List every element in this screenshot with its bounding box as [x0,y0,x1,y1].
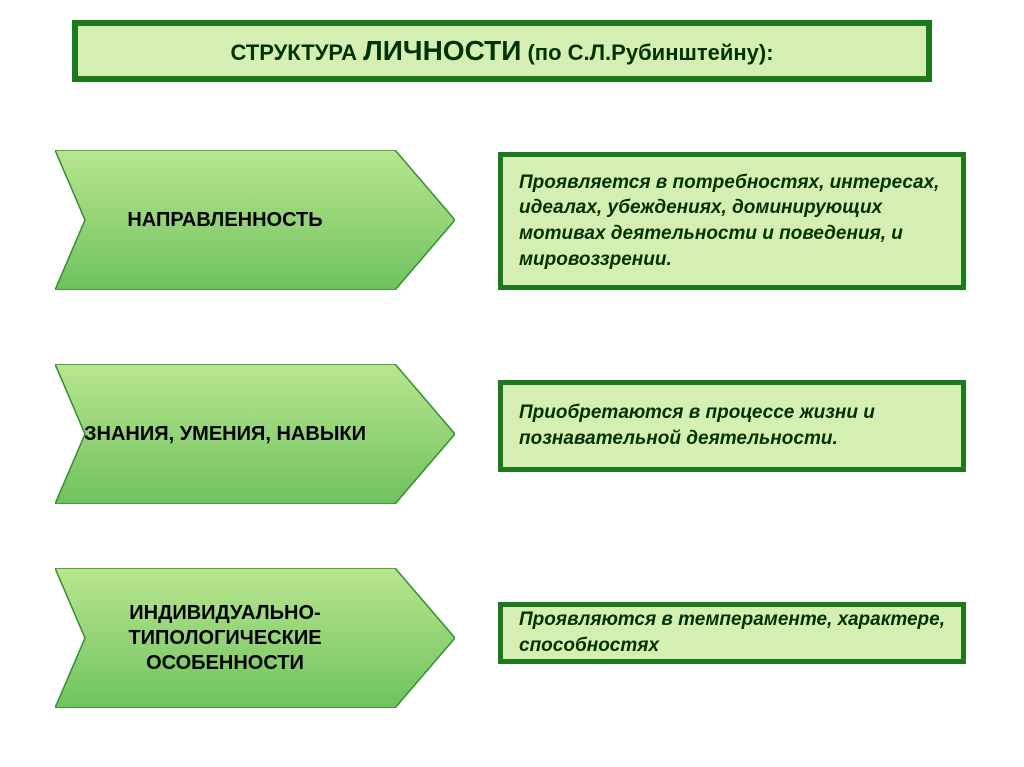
title-main: ЛИЧНОСТИ [363,35,521,66]
arrow-label-2: ИНДИВИДУАЛЬНО-ТИПОЛОГИЧЕСКИЕ ОСОБЕННОСТИ [55,568,395,708]
description-box-1: Приобретаются в процессе жизни и познава… [498,380,966,472]
diagram-title: СТРУКТУРА ЛИЧНОСТИ (по С.Л.Рубинштейну): [230,35,773,67]
title-pre: СТРУКТУРА [230,40,363,65]
arrow-label-1: ЗНАНИЯ, УМЕНИЯ, НАВЫКИ [55,364,395,504]
description-text-0: Проявляется в потребностях, интересах, и… [519,170,945,273]
arrow-label-0: НАПРАВЛЕННОСТЬ [55,150,395,290]
title-post: (по С.Л.Рубинштейну): [521,40,773,65]
description-box-2: Проявляются в темпераменте, характере, с… [498,602,966,664]
description-text-1: Приобретаются в процессе жизни и познава… [519,400,945,451]
description-box-0: Проявляется в потребностях, интересах, и… [498,152,966,290]
description-text-2: Проявляются в темпераменте, характере, с… [519,607,945,658]
arrow-row-1: ЗНАНИЯ, УМЕНИЯ, НАВЫКИ [55,364,455,504]
arrow-row-2: ИНДИВИДУАЛЬНО-ТИПОЛОГИЧЕСКИЕ ОСОБЕННОСТИ [55,568,455,708]
diagram-title-box: СТРУКТУРА ЛИЧНОСТИ (по С.Л.Рубинштейну): [72,20,932,82]
arrow-row-0: НАПРАВЛЕННОСТЬ [55,150,455,290]
